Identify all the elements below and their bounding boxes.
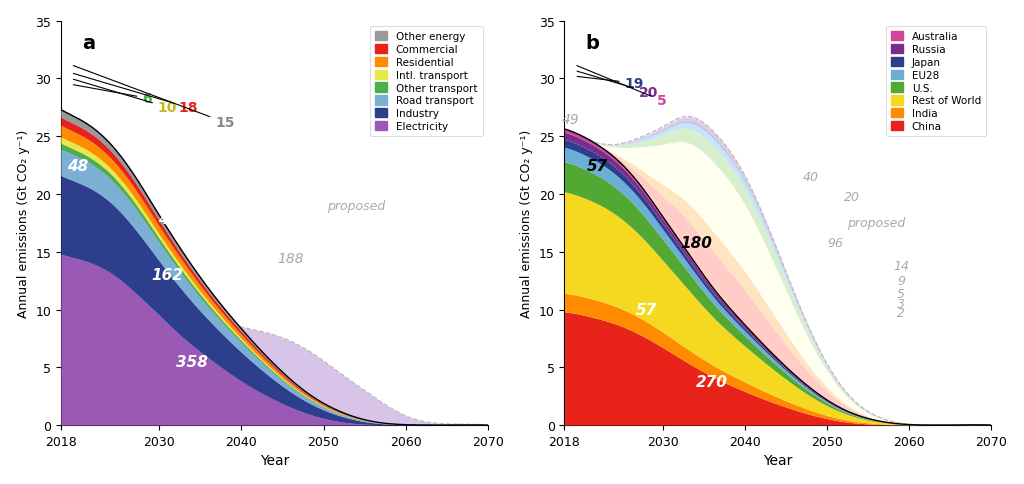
Text: 40: 40 [803, 171, 819, 184]
Text: 57: 57 [587, 158, 608, 173]
Text: 180: 180 [680, 236, 712, 251]
Text: 2: 2 [897, 307, 905, 320]
Y-axis label: Annual emissions (Gt CO₂ y⁻¹): Annual emissions (Gt CO₂ y⁻¹) [16, 129, 30, 318]
X-axis label: Year: Year [260, 454, 289, 468]
X-axis label: Year: Year [763, 454, 793, 468]
Text: b: b [586, 34, 600, 53]
Text: 270: 270 [696, 374, 728, 389]
Text: 42: 42 [158, 213, 177, 227]
Text: 20: 20 [577, 72, 657, 100]
Text: 188: 188 [278, 251, 304, 265]
Text: 57: 57 [636, 302, 657, 318]
Text: 96: 96 [827, 237, 844, 249]
Text: 9: 9 [897, 274, 905, 287]
Text: proposed: proposed [847, 217, 905, 230]
Text: 162: 162 [152, 268, 183, 283]
Text: 5: 5 [577, 66, 667, 108]
Text: 19: 19 [578, 77, 644, 91]
Text: a: a [82, 34, 95, 53]
Text: 3: 3 [897, 298, 905, 311]
Text: 48: 48 [67, 158, 88, 173]
Text: 5: 5 [897, 287, 905, 300]
Legend: Other energy, Commercial, Residential, Intl. transport, Other transport, Road tr: Other energy, Commercial, Residential, I… [370, 27, 482, 137]
Text: 6: 6 [74, 86, 152, 106]
Y-axis label: Annual emissions (Gt CO₂ y⁻¹): Annual emissions (Gt CO₂ y⁻¹) [520, 129, 534, 318]
Legend: Australia, Russia, Japan, EU28, U.S., Rest of World, India, China: Australia, Russia, Japan, EU28, U.S., Re… [886, 27, 986, 137]
Text: 14: 14 [893, 259, 909, 272]
Text: 18: 18 [74, 74, 198, 115]
Text: 15: 15 [74, 66, 234, 130]
Text: proposed: proposed [328, 199, 385, 212]
Text: 20: 20 [844, 190, 860, 203]
Text: 10: 10 [74, 80, 177, 115]
Text: 358: 358 [176, 354, 208, 369]
Text: 49: 49 [562, 113, 580, 127]
